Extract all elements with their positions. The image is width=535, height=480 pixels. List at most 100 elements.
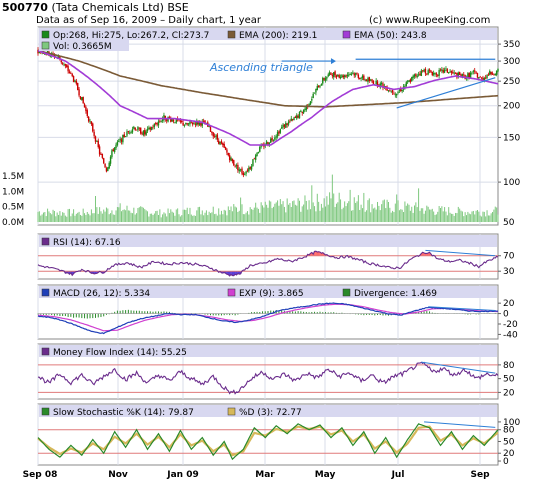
candle-body — [413, 74, 416, 77]
candle-body — [443, 69, 446, 73]
candle-body — [412, 75, 414, 79]
legend-label: Vol: 0.3665M — [53, 42, 112, 52]
candle-body — [298, 111, 301, 119]
candle-body — [79, 96, 82, 99]
candle-body — [204, 120, 206, 124]
candle-body — [439, 69, 442, 71]
candle-body — [319, 85, 321, 87]
candle-body — [244, 174, 246, 176]
candle-body — [468, 72, 470, 78]
candle-body — [165, 119, 168, 121]
legend-label: Money Flow Index (14): 55.25 — [53, 348, 187, 358]
candle-body — [335, 75, 338, 78]
candle-body — [78, 89, 80, 96]
candle-body — [108, 162, 110, 169]
candle-body — [75, 80, 78, 84]
candle-body — [163, 114, 165, 120]
candle-body — [44, 53, 46, 55]
candle-body — [239, 169, 242, 171]
candle-body — [89, 120, 91, 122]
candle-body — [119, 138, 121, 141]
candle-body — [226, 149, 228, 153]
candle-body — [320, 84, 323, 86]
candle-body — [139, 127, 142, 134]
candle-body — [208, 126, 210, 128]
candle-body — [404, 86, 406, 88]
candle-body — [322, 77, 324, 84]
legend-swatch — [41, 407, 50, 416]
candle-body — [126, 131, 128, 136]
candle-body — [280, 127, 283, 129]
candle-body — [435, 73, 438, 75]
candle-body — [417, 74, 420, 76]
candle-body — [453, 72, 455, 74]
candle-body — [189, 121, 191, 125]
stochastic-legend: Slow Stochastic %K (14): 79.87 %D (3): 72… — [39, 405, 497, 418]
legend-label: Op:268, Hi:275, Lo:267.2, Cl:273.7 — [53, 31, 209, 41]
candle-body — [484, 77, 487, 79]
mfi-tick-label: 20 — [503, 388, 515, 398]
volume-tick-label: 1.0M — [2, 187, 24, 197]
legend-label: EMA (200): 219.1 — [239, 31, 317, 41]
candle-body — [270, 138, 272, 143]
volume-tick-label: 1.5M — [2, 172, 24, 182]
macd-legend: MACD (26, 12): 5.334 EXP (9): 3.865 Diverg… — [39, 286, 497, 299]
mfi-tick-label: 50 — [503, 375, 515, 385]
legend-swatch — [41, 237, 50, 246]
stochastic-tick-label: 100 — [503, 418, 520, 428]
candle-body — [74, 80, 76, 82]
candle-body — [375, 80, 377, 85]
candle-body — [107, 167, 109, 172]
candle-body — [442, 70, 444, 73]
candle-body — [218, 140, 220, 144]
macd-line — [37, 302, 499, 335]
candle-body — [294, 116, 297, 118]
candle-body — [434, 73, 436, 75]
candle-body — [454, 73, 457, 74]
legend-swatch — [41, 288, 50, 297]
candle-body — [164, 115, 167, 120]
legend-label: Divergence: 1.469 — [354, 289, 437, 299]
candle-body — [123, 134, 125, 138]
candle-body — [278, 131, 280, 134]
candle-body — [364, 79, 366, 81]
legend-background — [39, 286, 497, 298]
candle-body — [179, 120, 182, 122]
legend-swatch — [41, 41, 50, 50]
legend-background — [39, 28, 497, 40]
candle-body — [312, 93, 314, 99]
candle-body — [397, 91, 399, 94]
candle-body — [327, 74, 329, 77]
candle-body — [196, 120, 198, 126]
candle-body — [86, 110, 88, 117]
candle-body — [357, 74, 360, 78]
candle-body — [338, 75, 340, 78]
candle-body — [230, 157, 232, 161]
candle-body — [354, 73, 357, 75]
legend-swatch — [342, 30, 351, 39]
candle-body — [490, 71, 492, 75]
candle-body — [365, 79, 368, 82]
candle-body — [141, 133, 143, 135]
candle-body — [376, 81, 379, 87]
candle-body — [59, 55, 61, 60]
mfi-divergence-line — [421, 361, 496, 374]
candle-body — [356, 73, 358, 75]
candle-body — [150, 127, 153, 130]
candle-body — [398, 89, 401, 91]
legend-swatch — [41, 347, 50, 356]
macd-tick-label: -40 — [503, 330, 518, 340]
candle-body — [192, 122, 194, 125]
candle-body — [400, 88, 402, 92]
candle-body — [231, 158, 234, 162]
candle-body — [109, 156, 112, 164]
candle-body — [219, 141, 221, 145]
candle-body — [391, 89, 394, 93]
candle-body — [174, 122, 176, 124]
candle-body — [137, 127, 139, 131]
candle-body — [494, 73, 496, 76]
candle-body — [304, 108, 306, 111]
candle-body — [317, 85, 320, 88]
candle-body — [394, 94, 397, 96]
